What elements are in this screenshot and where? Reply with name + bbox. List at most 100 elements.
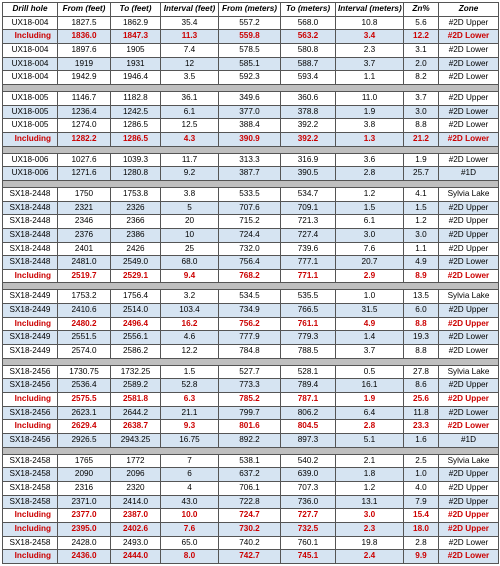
table-cell: 557.2	[219, 16, 281, 30]
table-cell: UX18-006	[3, 167, 58, 181]
table-cell: 2574.0	[58, 345, 111, 359]
table-row: SX18-24492551.52556.14.6777.9779.31.419.…	[3, 331, 499, 345]
table-cell: 1146.7	[58, 91, 111, 105]
table-cell: 316.9	[281, 153, 336, 167]
table-cell: 806.2	[281, 406, 336, 420]
table-cell: 1.2	[336, 482, 404, 496]
table-cell: 1286.5	[111, 119, 161, 133]
table-cell: 6.1	[161, 105, 219, 119]
table-cell: 736.0	[281, 495, 336, 509]
table-cell: 2316	[58, 482, 111, 496]
table-cell: SX18-2448	[3, 228, 58, 242]
table-cell: 540.2	[281, 454, 336, 468]
table-cell: 2943.25	[111, 434, 161, 448]
table-cell: 4.3	[161, 132, 219, 146]
table-cell: 2551.5	[58, 331, 111, 345]
table-cell: Including	[3, 317, 58, 331]
table-cell: 11.8	[404, 406, 439, 420]
table-cell: 2377.0	[58, 509, 111, 523]
table-cell: 5	[161, 201, 219, 215]
table-cell: 639.0	[281, 468, 336, 482]
table-cell: 534.7	[281, 187, 336, 201]
table-cell: SX18-2448	[3, 187, 58, 201]
table-cell: Sylvia Lake	[439, 365, 499, 379]
table-cell: 3.2	[161, 290, 219, 304]
table-cell: 527.7	[219, 365, 281, 379]
table-cell: 2514.0	[111, 304, 161, 318]
table-cell: 706.1	[219, 482, 281, 496]
table-cell: #2D Lower	[439, 256, 499, 270]
table-cell: 36.1	[161, 91, 219, 105]
table-cell: 11.7	[161, 153, 219, 167]
table-cell: 1772	[111, 454, 161, 468]
table-row: UX18-0051236.41242.56.1377.0378.81.93.0#…	[3, 105, 499, 119]
table-cell: #2D Lower	[439, 71, 499, 85]
table-cell: SX18-2458	[3, 482, 58, 496]
table-cell: 785.2	[219, 393, 281, 407]
table-cell: Including	[3, 132, 58, 146]
table-cell: SX18-2448	[3, 256, 58, 270]
table-cell: 563.2	[281, 30, 336, 44]
table-cell: 20	[161, 215, 219, 229]
table-cell: 4	[161, 482, 219, 496]
table-cell: 784.8	[219, 345, 281, 359]
table-cell: 734.9	[219, 304, 281, 318]
table-row: Including2395.02402.67.6730.2732.52.318.…	[3, 522, 499, 536]
table-row: SX18-24482376238610724.4727.43.03.0#2D U…	[3, 228, 499, 242]
table-cell: SX18-2449	[3, 345, 58, 359]
table-cell: 707.3	[281, 482, 336, 496]
table-cell: 580.8	[281, 43, 336, 57]
table-cell: 2586.2	[111, 345, 161, 359]
table-cell: #1D	[439, 434, 499, 448]
table-cell: 8.6	[404, 379, 439, 393]
table-cell: 6.0	[404, 304, 439, 318]
table-cell: SX18-2448	[3, 242, 58, 256]
table-cell: 730.2	[219, 522, 281, 536]
table-cell: 103.4	[161, 304, 219, 318]
table-cell: 804.5	[281, 420, 336, 434]
section-spacer	[3, 283, 499, 290]
table-cell: 7.4	[161, 43, 219, 57]
table-cell: 1753.8	[111, 187, 161, 201]
table-cell: 4.1	[404, 187, 439, 201]
table-row: SX18-24562536.42589.252.8773.3789.416.18…	[3, 379, 499, 393]
table-cell: 23.3	[404, 420, 439, 434]
table-cell: SX18-2449	[3, 331, 58, 345]
table-cell: #2D Upper	[439, 16, 499, 30]
table-cell: 534.5	[219, 290, 281, 304]
table-cell: 1730.75	[58, 365, 111, 379]
table-cell: 3.4	[336, 30, 404, 44]
table-cell: #2D Upper	[439, 509, 499, 523]
table-cell: 1282.2	[58, 132, 111, 146]
column-header: From (meters)	[219, 3, 281, 17]
table-cell: Sylvia Lake	[439, 454, 499, 468]
table-cell: 1.5	[404, 201, 439, 215]
table-cell: 2519.7	[58, 269, 111, 283]
table-cell: 637.2	[219, 468, 281, 482]
table-row: UX18-0051274.01286.512.5388.4392.23.88.8…	[3, 119, 499, 133]
table-cell: Including	[3, 30, 58, 44]
table-cell: 25.7	[404, 167, 439, 181]
table-cell: 10.0	[161, 509, 219, 523]
table-cell: 2638.7	[111, 420, 161, 434]
table-cell: 756.2	[219, 317, 281, 331]
table-cell: 1827.5	[58, 16, 111, 30]
table-cell: Including	[3, 509, 58, 523]
table-cell: 777.1	[281, 256, 336, 270]
table-cell: 1280.8	[111, 167, 161, 181]
table-row: SX18-24482481.02549.068.0756.4777.120.74…	[3, 256, 499, 270]
table-row: SX18-244817501753.83.8533.5534.71.24.1Sy…	[3, 187, 499, 201]
table-cell: #2D Upper	[439, 228, 499, 242]
column-header: Zone	[439, 3, 499, 17]
table-cell: 533.5	[219, 187, 281, 201]
table-cell: 1.6	[404, 434, 439, 448]
table-cell: 11.0	[336, 91, 404, 105]
table-row: UX18-0041919193112585.1588.73.72.0#2D Lo…	[3, 57, 499, 71]
table-cell: 715.2	[219, 215, 281, 229]
table-cell: 897.3	[281, 434, 336, 448]
table-cell: 20.7	[336, 256, 404, 270]
table-cell: 1.0	[336, 290, 404, 304]
table-cell: #2D Lower	[439, 43, 499, 57]
table-cell: 528.1	[281, 365, 336, 379]
table-cell: 773.3	[219, 379, 281, 393]
